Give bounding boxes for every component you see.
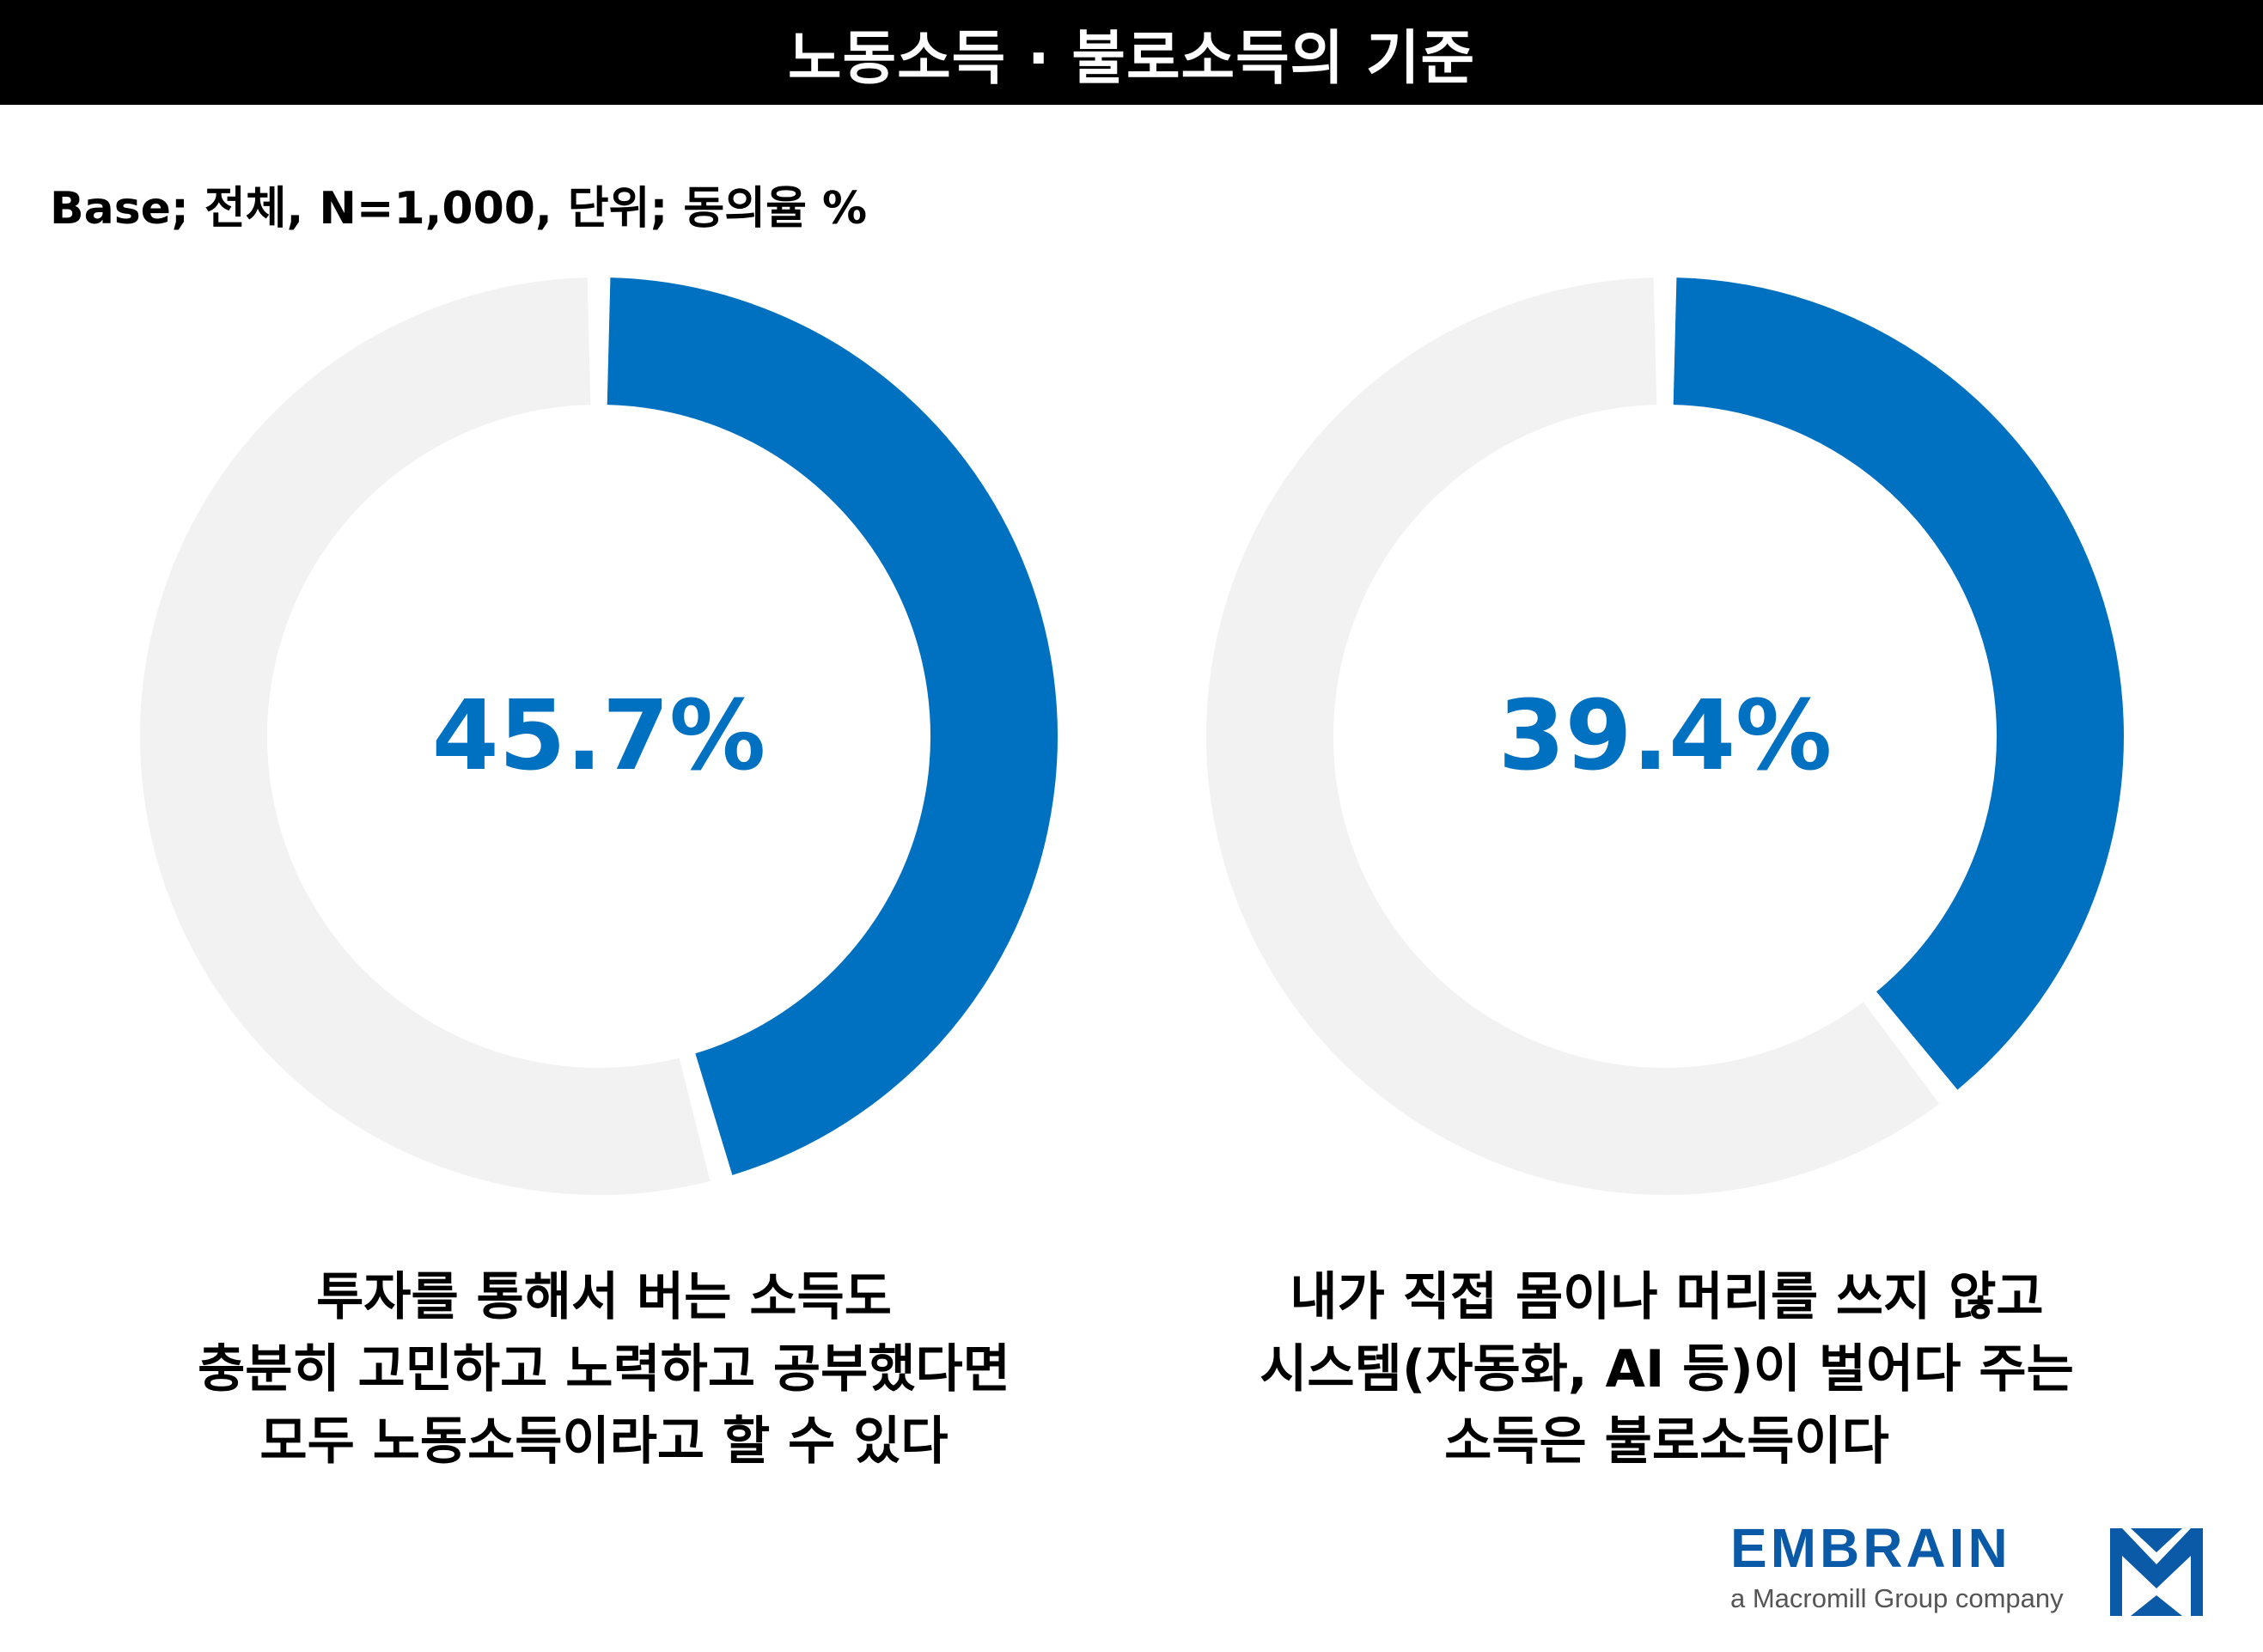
donut-1-remainder-slice — [140, 277, 711, 1195]
logo-wordmark: EMBRAIN — [1730, 1517, 2011, 1579]
caption-line: 모두 노동소득이라고 할 수 있다 — [259, 1411, 949, 1472]
donut-2-remainder-slice — [1206, 277, 1940, 1195]
embrain-logo-icon — [2108, 1525, 2205, 1619]
logo-tagline: a Macromill Group company — [1730, 1583, 2064, 1613]
donut-2-center-label: 39.4% — [1498, 680, 1833, 792]
donut-2-value-slice — [1673, 277, 2124, 1090]
chart-2-caption: 내가 직접 몸이나 머리를 쓰지 않고 시스템(자동화, AI 등)이 벌어다 … — [1151, 1261, 2182, 1478]
caption-line: 투자를 통해서 버는 소득도 — [316, 1267, 892, 1327]
page-title: 노동소득 · 불로소득의 기준 — [787, 24, 1475, 93]
base-note: Base; 전체, N=1,000, 단위; 동의율 % — [50, 183, 868, 235]
caption-line: 소득은 불로소득이다 — [1444, 1411, 1889, 1472]
caption-line: 시스템(자동화, AI 등)이 벌어다 주는 — [1260, 1339, 2074, 1399]
title-bar: 노동소득 · 불로소득의 기준 — [0, 0, 2263, 105]
caption-line: 충분히 고민하고 노력하고 공부했다면 — [198, 1339, 1010, 1399]
caption-line: 내가 직접 몸이나 머리를 쓰지 않고 — [1290, 1267, 2044, 1327]
donut-1-value-slice — [607, 277, 1058, 1175]
embrain-logo: EMBRAIN a Macromill Group company — [1727, 1516, 2225, 1624]
chart-1-caption: 투자를 통해서 버는 소득도 충분히 고민하고 노력하고 공부했다면 모두 노동… — [88, 1261, 1119, 1478]
donut-1-center-label: 45.7% — [432, 680, 766, 792]
